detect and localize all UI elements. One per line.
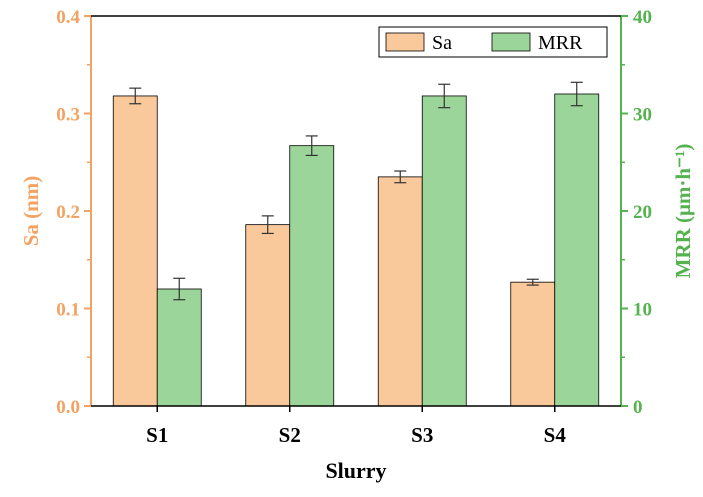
x-tick-label-s4: S4	[544, 423, 567, 447]
left-y-tick-label: 0.4	[56, 7, 80, 28]
left-y-tick-label: 0.1	[56, 300, 80, 321]
bar-mrr-s1	[156, 288, 202, 407]
bar-sa-s1	[112, 95, 158, 407]
bar-mrr-s3	[421, 95, 467, 407]
bar-sa-s3	[377, 176, 423, 407]
x-tick-label-s1: S1	[146, 423, 168, 447]
right-y-tick-label: 10	[633, 300, 652, 321]
error-bar-sa-s1	[129, 87, 142, 105]
error-bar-mrr-s2	[305, 135, 318, 157]
left-y-axis-title: Sa (nm)	[19, 176, 43, 247]
left-y-tick-label: 0.3	[56, 105, 80, 126]
right-y-axis-title: MRR (μm·h⁻¹)	[671, 144, 695, 279]
error-bar-sa-s3	[394, 170, 407, 184]
right-y-tick-label: 40	[633, 7, 652, 28]
legend: Sa MRR	[378, 26, 608, 58]
bar-sa-s2	[245, 224, 291, 407]
legend-label-sa: Sa	[432, 32, 452, 54]
bar-mrr-s4	[554, 93, 600, 407]
x-tick-label-s2: S2	[279, 423, 301, 447]
error-bar-sa-s2	[261, 215, 274, 235]
legend-swatch-sa	[385, 32, 425, 52]
left-y-tick-label: 0.0	[56, 397, 80, 418]
legend-label-mrr: MRR	[538, 32, 583, 54]
bar-sa-s4	[510, 281, 556, 407]
error-bar-sa-s4	[526, 278, 539, 286]
bars-group	[112, 81, 600, 407]
left-y-tick-label: 0.2	[56, 202, 80, 223]
legend-swatch-mrr	[491, 32, 531, 52]
right-y-tick-label: 30	[633, 105, 652, 126]
right-y-tick-label: 0	[633, 397, 643, 418]
x-axis-title: Slurry	[325, 458, 386, 483]
bar-mrr-s2	[289, 145, 335, 407]
error-bar-mrr-s4	[570, 81, 583, 107]
error-bar-mrr-s3	[438, 83, 451, 109]
right-y-tick-label: 20	[633, 202, 652, 223]
axes-group: 0.0 0.1 0.2 0.3 0.4 0 10 20 30 40 S1 S2 S3 S4	[56, 7, 652, 447]
x-tick-label-s3: S3	[411, 423, 433, 447]
error-bar-mrr-s1	[173, 277, 186, 301]
